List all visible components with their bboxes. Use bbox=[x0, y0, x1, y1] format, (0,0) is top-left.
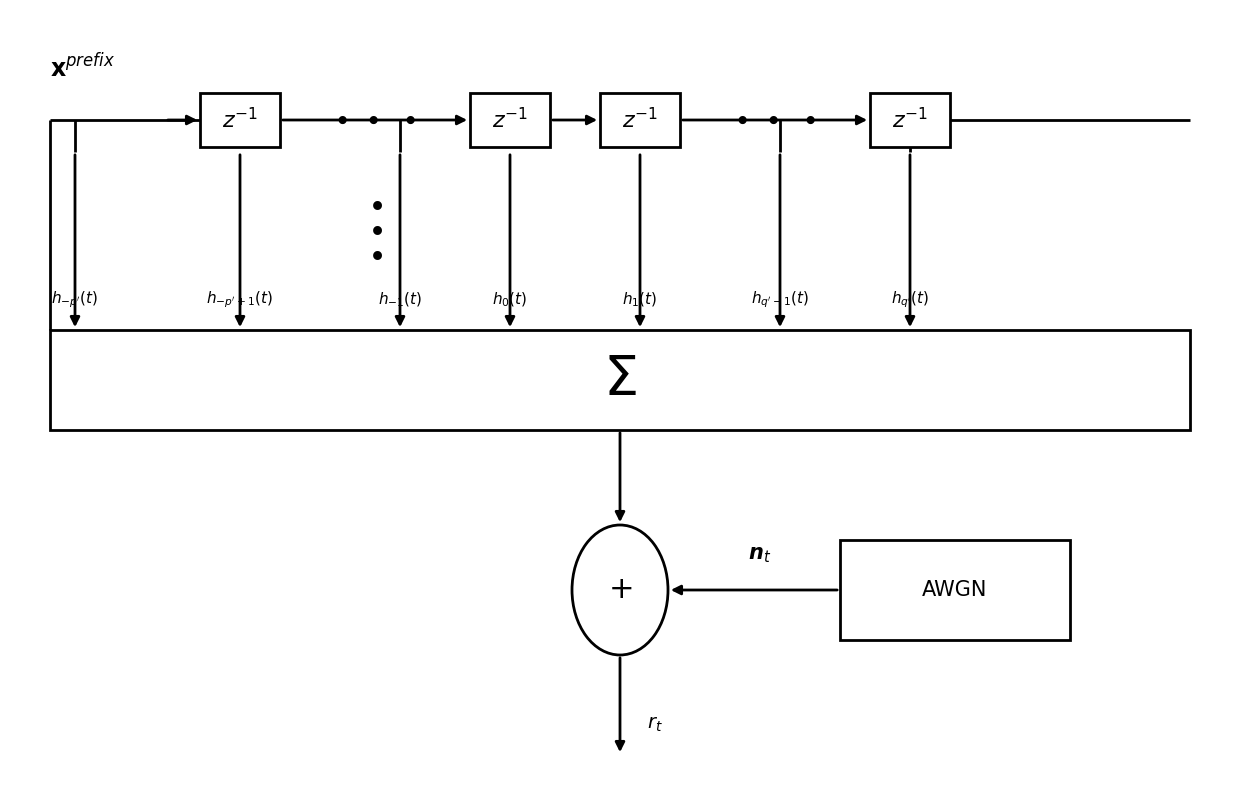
Text: $z^{-1}$: $z^{-1}$ bbox=[222, 108, 258, 133]
Text: $\bullet$: $\bullet$ bbox=[367, 216, 383, 244]
Text: $h_{-p^{\prime}+1}(t)$: $h_{-p^{\prime}+1}(t)$ bbox=[206, 290, 274, 310]
Text: AWGN: AWGN bbox=[923, 580, 988, 600]
Bar bbox=[870, 93, 950, 147]
Text: $\bullet\ \bullet\ \bullet$: $\bullet\ \bullet\ \bullet$ bbox=[733, 106, 817, 134]
Text: $\boldsymbol{n}_t$: $\boldsymbol{n}_t$ bbox=[749, 545, 771, 565]
Text: $\bullet$: $\bullet$ bbox=[367, 191, 383, 220]
Text: $z^{-1}$: $z^{-1}$ bbox=[492, 108, 528, 133]
Bar bbox=[200, 93, 280, 147]
Text: $r_t$: $r_t$ bbox=[647, 715, 663, 735]
Ellipse shape bbox=[572, 525, 668, 655]
Bar bbox=[470, 93, 551, 147]
Text: $h_{q^{\prime}}(t)$: $h_{q^{\prime}}(t)$ bbox=[890, 290, 929, 310]
Bar bbox=[50, 330, 1190, 430]
Text: $z^{-1}$: $z^{-1}$ bbox=[622, 108, 658, 133]
Text: $h_{-p^{\prime}}(t)$: $h_{-p^{\prime}}(t)$ bbox=[51, 290, 99, 310]
Bar bbox=[839, 540, 1070, 640]
Text: $h_{-1}(t)$: $h_{-1}(t)$ bbox=[378, 290, 422, 309]
Text: $\Sigma$: $\Sigma$ bbox=[603, 353, 637, 407]
Text: $\bullet$: $\bullet$ bbox=[367, 240, 383, 269]
Text: $h_{1}(t)$: $h_{1}(t)$ bbox=[622, 290, 657, 309]
Text: $z^{-1}$: $z^{-1}$ bbox=[892, 108, 928, 133]
Text: $\bullet\ \bullet\ \bullet$: $\bullet\ \bullet\ \bullet$ bbox=[334, 106, 417, 134]
Text: $h_{q^{\prime}-1}(t)$: $h_{q^{\prime}-1}(t)$ bbox=[751, 290, 808, 310]
Bar bbox=[600, 93, 680, 147]
Text: $+$: $+$ bbox=[608, 575, 632, 604]
Text: $h_{0}(t)$: $h_{0}(t)$ bbox=[492, 290, 528, 309]
Text: $\mathbf{x}^{\mathit{prefix}}$: $\mathbf{x}^{\mathit{prefix}}$ bbox=[50, 53, 115, 82]
